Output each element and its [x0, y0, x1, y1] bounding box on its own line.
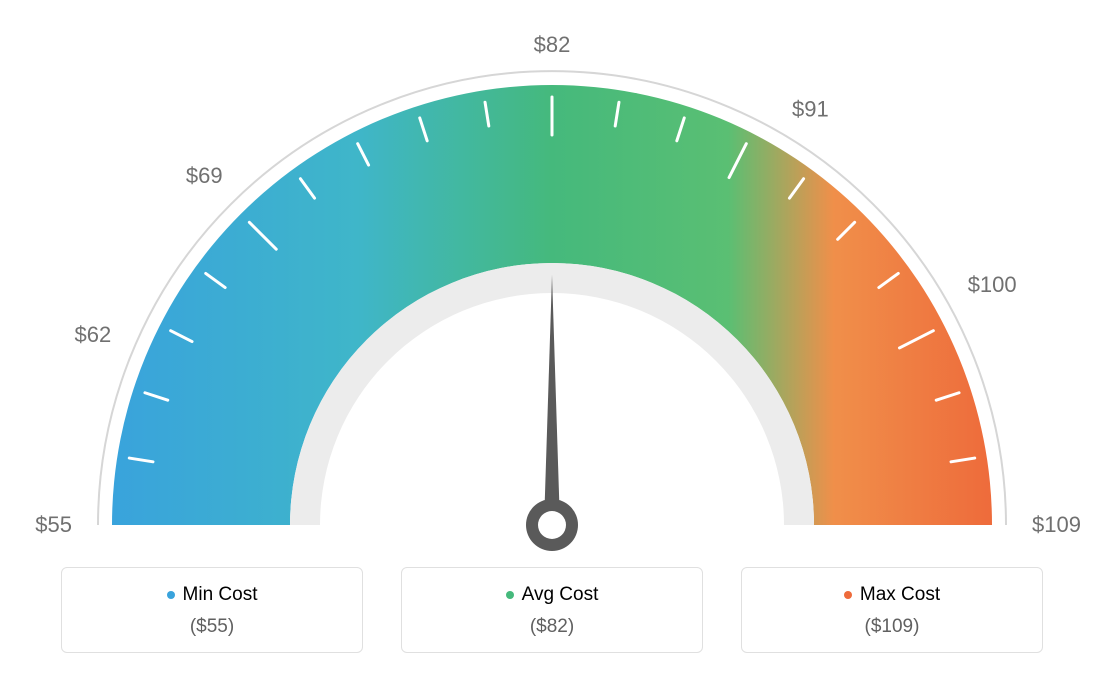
- legend-label-avg: Avg Cost: [522, 584, 599, 606]
- gauge-scale-label: $91: [792, 96, 829, 121]
- gauge-hub-inner: [538, 511, 566, 539]
- legend-title-min: Min Cost: [167, 584, 258, 606]
- legend-dot-avg: [506, 591, 514, 599]
- legend-title-max: Max Cost: [844, 584, 940, 606]
- legend-dot-min: [167, 591, 175, 599]
- gauge-scale-label: $69: [186, 163, 223, 188]
- legend-card-min: Min Cost ($55): [61, 567, 363, 653]
- legend-label-max: Max Cost: [860, 584, 940, 606]
- gauge-chart: $55 $62 $69 $82 $91 $100 $109: [0, 0, 1104, 555]
- gauge-scale-label: $109: [1032, 512, 1081, 537]
- legend-value-min: ($55): [62, 616, 362, 638]
- legend-title-avg: Avg Cost: [506, 584, 599, 606]
- legend-value-avg: ($82): [402, 616, 702, 638]
- gauge-scale-label: $55: [35, 512, 72, 537]
- legend-label-min: Min Cost: [183, 584, 258, 606]
- gauge-needle: [544, 275, 560, 525]
- legend-dot-max: [844, 591, 852, 599]
- legend-card-avg: Avg Cost ($82): [401, 567, 703, 653]
- gauge-scale-label: $82: [534, 32, 571, 57]
- legend-card-max: Max Cost ($109): [741, 567, 1043, 653]
- gauge-scale-label: $62: [75, 322, 112, 347]
- gauge-scale-label: $100: [968, 272, 1017, 297]
- legend-row: Min Cost ($55) Avg Cost ($82) Max Cost (…: [0, 567, 1104, 653]
- gauge-svg: $55 $62 $69 $82 $91 $100 $109: [0, 0, 1104, 555]
- legend-value-max: ($109): [742, 616, 1042, 638]
